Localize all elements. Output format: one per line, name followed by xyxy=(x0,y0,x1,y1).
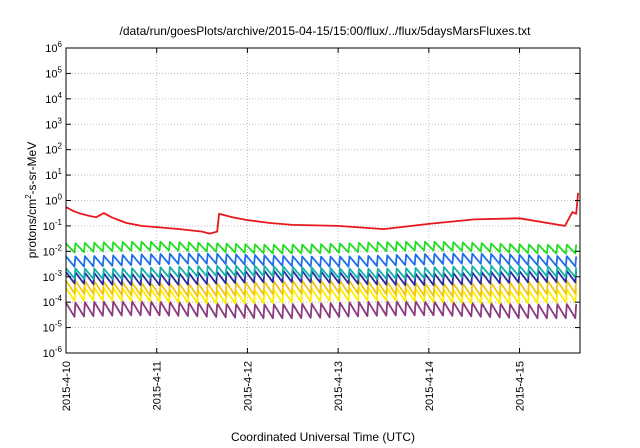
x-tick-label: 2015-4-12 xyxy=(242,361,254,411)
y-tick-label: 10-6 xyxy=(43,345,63,360)
x-axis-title: Coordinated Universal Time (UTC) xyxy=(231,430,415,444)
y-tick-label: 104 xyxy=(45,91,62,106)
y-tick-label: 10-1 xyxy=(43,218,63,233)
y-tick-label: 10-5 xyxy=(43,320,63,335)
y-axis: 10-6 10-5 10-4 10-3 10-2 10-1 100 101 102 103 104 1… xyxy=(43,40,580,360)
series-line xyxy=(65,252,578,268)
y-tick-label: 10-3 xyxy=(43,269,63,284)
y-axis-title-prefix: protons/cm xyxy=(25,199,39,258)
y-tick-label: 10-2 xyxy=(43,243,63,258)
series-line xyxy=(65,264,578,280)
y-tick-label: 10-4 xyxy=(43,294,63,309)
y-tick-label: 106 xyxy=(45,40,62,55)
x-tick-label: 2015-4-11 xyxy=(152,361,164,410)
svg-text:protons/cm2-s-sr-MeV: protons/cm2-s-sr-MeV xyxy=(24,142,39,258)
series-lines xyxy=(65,192,579,320)
x-tick-label: 2015-4-13 xyxy=(333,361,345,411)
y-tick-label: 101 xyxy=(45,167,62,182)
x-tick-label: 2015-4-15 xyxy=(515,361,527,411)
chart-title: /data/run/goesPlots/archive/2015-04-15/1… xyxy=(120,24,532,38)
y-axis-title-exp: 2 xyxy=(24,194,33,199)
series-line xyxy=(65,192,579,235)
series-line xyxy=(65,240,578,255)
x-axis: 2015-4-10 2015-4-11 2015-4-12 2015-4-13 2015… xyxy=(61,48,527,411)
y-axis-title: protons/cm2-s-sr-MeV xyxy=(24,142,39,258)
y-tick-label: 105 xyxy=(45,65,62,80)
y-tick-label: 103 xyxy=(45,116,62,131)
x-tick-label: 2015-4-10 xyxy=(61,361,73,411)
y-axis-title-suffix: -s-sr-MeV xyxy=(25,142,39,195)
y-tick-label: 102 xyxy=(45,142,62,157)
x-tick-label: 2015-4-14 xyxy=(424,361,436,411)
y-tick-label: 100 xyxy=(45,193,62,208)
